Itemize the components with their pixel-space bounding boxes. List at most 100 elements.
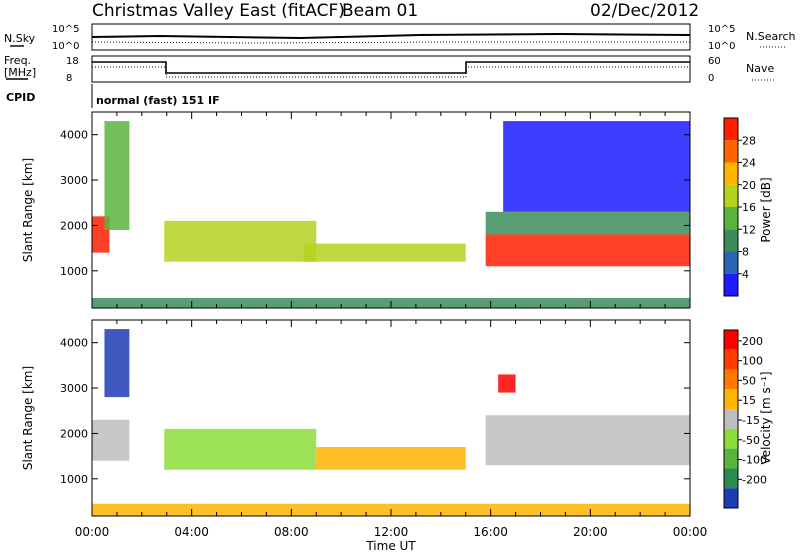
cpid-label: CPID [6,91,35,104]
power-ytick-label-0: 1000 [60,265,88,278]
nave-trace [92,66,690,78]
nsky-trace [91,32,691,40]
power-region-6 [503,121,690,212]
power-region-5 [485,211,690,235]
nave-label: Nave [746,62,774,75]
x-tick-label-3: 12:00 [374,525,409,539]
velocity-region-4 [485,415,690,466]
velocity-colorbar-segment-1 [724,349,738,370]
velocity-colorbar-tick-label-7: -200 [742,473,767,486]
nsearch-trace [91,41,690,44]
power-colorbar-segment-5 [724,229,738,252]
x-tick-label-0: 00:00 [75,525,110,539]
velocity-colorbar-tick-label-3: 15 [742,394,756,407]
power-colorbar-tick-label-0: 4 [742,268,749,281]
power-region-2 [164,220,317,262]
velocity-region-1 [104,329,130,398]
nsky-tick-top: 10^5 [52,24,79,35]
velocity-ytick-label-1: 2000 [60,427,88,440]
power-regions [92,121,690,308]
nsky-label: N.Sky [4,32,36,45]
velocity-colorbar-segment-4 [724,409,738,429]
power-region-1 [104,121,130,230]
power-ytick-label-1: 2000 [60,219,88,232]
nsky-tick-bottom: 10^0 [52,41,79,52]
nsearch-tick-bottom: 10^0 [708,41,735,52]
velocity-panel: 1000 2000 3000 4000 Slant Range [km] [21,319,691,517]
power-colorbar-tick-label-5: 24 [742,157,756,170]
velocity-ylabel: Slant Range [km] [21,366,35,470]
power-ylabel: Slant Range [km] [21,158,35,262]
x-tick-label-2: 08:00 [274,525,309,539]
velocity-ytick-label-3: 4000 [60,337,88,350]
velocity-colorbar-tick-label-4: -15 [742,414,760,427]
velocity-colorbar: 200 100 50 15 -15 -50 -100 -200 [723,329,767,509]
velocity-region-3 [316,447,466,470]
power-colorbar-tick-label-1: 8 [742,246,749,259]
velocity-colorbar-tick-label-2: 50 [742,374,756,387]
velocity-colorbar-frame [723,329,739,509]
velocity-colorbar-segment-6 [724,448,738,469]
velocity-region-0 [92,419,130,461]
power-colorbar: 4 8 12 16 20 24 28 [723,117,756,297]
velocity-colorbar-segment-5 [724,428,738,449]
velocity-colorbar-segment-0 [724,330,738,350]
power-ytick-label-2: 3000 [60,174,88,187]
x-tick-label-4: 16:00 [473,525,508,539]
velocity-colorbar-segment-3 [724,389,738,410]
velocity-colorbar-label: Velocity [m s⁻¹] [759,371,773,464]
power-colorbar-tick-label-4: 20 [742,179,756,192]
power-colorbar-tick-label-6: 28 [742,134,756,147]
freq-tick-top: 18 [66,56,79,67]
cpid-value: normal (fast) 151 IF [96,94,220,107]
velocity-colorbar-segment-7 [724,468,738,489]
x-tick-label-1: 04:00 [174,525,209,539]
velocity-ytick-label-2: 3000 [60,382,88,395]
freq-panel-frame [91,55,691,83]
velocity-colorbar-tick-label-5: -50 [742,434,760,447]
power-colorbar-segment-0 [724,118,738,141]
x-tick-label-5: 20:00 [573,525,608,539]
velocity-colorbar-tick-label-0: 200 [742,335,763,348]
velocity-colorbar-segment-2 [724,369,738,390]
power-colorbar-segment-3 [724,184,738,207]
velocity-xticks [91,320,691,516]
power-colorbar-label: Power [dB] [759,177,773,242]
velocity-region-5 [498,374,516,393]
power-ytick-label-3: 4000 [60,129,88,142]
x-tick-label-6: 00:00 [673,525,708,539]
power-colorbar-segment-7 [724,273,738,296]
freq-label-1: Freq. [4,54,31,67]
velocity-regions [92,329,690,516]
freq-trace [92,61,690,74]
freq-label-2: [MHz] [4,66,36,79]
freq-tick-bottom: 8 [66,73,72,84]
nsearch-tick-top: 10^5 [708,24,735,35]
velocity-region-2 [164,428,317,470]
velocity-colorbar-tick-label-1: 100 [742,355,763,368]
power-colorbar-segment-6 [724,251,738,274]
x-tick-labels: 00:00 04:00 08:00 12:00 16:00 20:00 00:00 [75,525,708,539]
power-yticks: 1000 2000 3000 4000 [60,129,690,278]
power-panel: 1000 2000 3000 4000 Slant Range [km] [21,111,691,309]
beam-label: Beam 01 [342,1,418,21]
nave-tick-top: 60 [708,56,721,67]
plot-title: Christmas Valley East (fitACF) [92,1,345,21]
nsearch-label: N.Search [746,30,796,43]
date-label: 02/Dec/2012 [590,1,699,21]
power-region-3 [303,243,466,262]
power-xticks [91,112,691,308]
power-colorbar-tick-label-2: 12 [742,223,756,236]
nave-tick-bottom: 0 [708,73,714,84]
power-colorbar-segment-2 [724,162,738,185]
power-colorbar-segment-4 [724,207,738,230]
power-region-4 [485,234,690,267]
x-axis-label: Time UT [365,539,416,553]
velocity-colorbar-tick-label-6: -100 [742,454,767,467]
power-colorbar-segment-1 [724,140,738,163]
velocity-yticks: 1000 2000 3000 4000 [60,337,690,486]
power-colorbar-tick-label-3: 16 [742,201,756,214]
velocity-ytick-label-0: 1000 [60,473,88,486]
velocity-colorbar-segment-8 [724,488,738,508]
